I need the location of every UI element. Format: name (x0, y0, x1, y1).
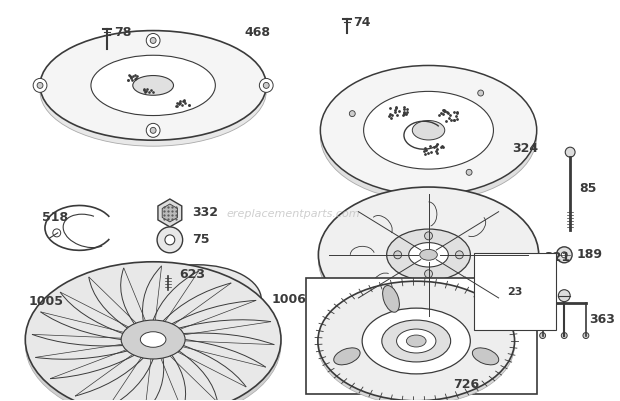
Ellipse shape (334, 348, 360, 365)
Ellipse shape (318, 281, 515, 401)
Circle shape (349, 111, 355, 117)
Ellipse shape (387, 229, 471, 281)
Circle shape (53, 229, 61, 237)
Ellipse shape (140, 332, 166, 347)
Circle shape (394, 251, 402, 259)
Circle shape (150, 37, 156, 43)
Ellipse shape (25, 267, 281, 401)
Ellipse shape (383, 286, 399, 312)
Ellipse shape (420, 249, 437, 260)
Circle shape (559, 290, 570, 302)
Circle shape (456, 251, 463, 259)
Ellipse shape (362, 308, 471, 374)
Ellipse shape (472, 348, 498, 365)
Ellipse shape (91, 55, 215, 115)
Circle shape (478, 90, 484, 96)
Circle shape (165, 235, 175, 245)
Circle shape (583, 332, 589, 338)
Circle shape (425, 270, 433, 278)
Polygon shape (162, 204, 177, 222)
Text: 23: 23 (507, 287, 523, 297)
Text: 1005: 1005 (29, 295, 63, 308)
Circle shape (163, 266, 173, 276)
Circle shape (161, 293, 165, 297)
Ellipse shape (406, 335, 426, 347)
Ellipse shape (319, 192, 539, 328)
Text: ereplacementparts.com: ereplacementparts.com (226, 209, 360, 219)
Ellipse shape (133, 265, 261, 334)
Circle shape (159, 291, 167, 299)
Circle shape (539, 332, 546, 338)
Ellipse shape (40, 30, 266, 140)
Ellipse shape (121, 320, 185, 359)
Ellipse shape (321, 65, 537, 195)
Ellipse shape (409, 243, 448, 267)
Circle shape (150, 128, 156, 134)
Circle shape (37, 83, 43, 88)
Text: 332: 332 (192, 207, 218, 219)
Ellipse shape (412, 121, 445, 140)
Text: 321: 321 (544, 251, 570, 264)
Circle shape (232, 293, 237, 297)
Circle shape (146, 33, 160, 47)
Text: 74: 74 (353, 16, 370, 29)
Text: 1006: 1006 (271, 293, 306, 306)
Circle shape (561, 332, 567, 338)
Ellipse shape (40, 36, 266, 146)
Circle shape (157, 227, 183, 253)
Ellipse shape (319, 187, 539, 322)
Bar (306, 278, 537, 394)
Circle shape (33, 79, 47, 92)
Circle shape (561, 252, 567, 258)
Text: 726: 726 (453, 378, 479, 391)
Circle shape (565, 147, 575, 157)
Circle shape (423, 189, 435, 201)
Ellipse shape (133, 75, 174, 95)
Ellipse shape (25, 262, 281, 401)
Circle shape (556, 247, 572, 263)
Text: 623: 623 (180, 268, 206, 281)
Ellipse shape (397, 329, 436, 353)
Text: 324: 324 (512, 142, 538, 155)
Ellipse shape (321, 71, 537, 201)
Text: 363: 363 (589, 313, 614, 326)
Ellipse shape (382, 320, 451, 362)
Circle shape (259, 79, 273, 92)
Text: 85: 85 (579, 182, 596, 194)
Ellipse shape (363, 91, 494, 169)
Ellipse shape (166, 290, 219, 314)
Circle shape (231, 291, 239, 299)
Circle shape (466, 169, 472, 175)
Circle shape (425, 232, 433, 240)
Polygon shape (158, 199, 182, 227)
Ellipse shape (150, 276, 245, 324)
Text: 78: 78 (114, 26, 131, 39)
Text: 75: 75 (192, 233, 210, 246)
Text: 468: 468 (245, 26, 270, 39)
Text: 189: 189 (577, 248, 603, 261)
Circle shape (146, 124, 160, 137)
Ellipse shape (168, 286, 227, 314)
Circle shape (264, 83, 269, 88)
Text: 518: 518 (42, 211, 68, 225)
Ellipse shape (318, 285, 515, 401)
